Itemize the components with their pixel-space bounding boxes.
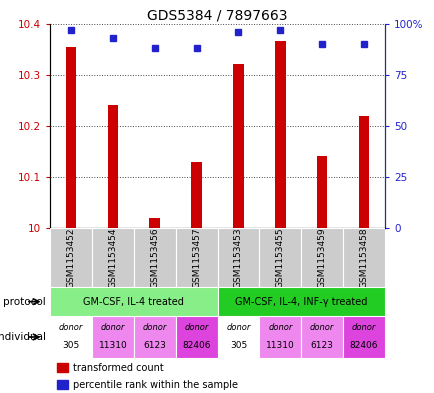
Bar bbox=[134, 228, 175, 287]
Text: 305: 305 bbox=[62, 341, 79, 350]
Bar bbox=[92, 228, 134, 287]
Text: donor: donor bbox=[184, 323, 208, 332]
Text: GSM1153454: GSM1153454 bbox=[108, 227, 117, 288]
Text: GM-CSF, IL-4 treated: GM-CSF, IL-4 treated bbox=[83, 297, 184, 307]
Title: GDS5384 / 7897663: GDS5384 / 7897663 bbox=[147, 8, 287, 22]
Bar bbox=[56, 380, 68, 389]
Bar bbox=[66, 46, 76, 228]
Bar bbox=[107, 105, 118, 228]
Bar bbox=[358, 116, 368, 228]
Text: donor: donor bbox=[226, 323, 250, 332]
Bar bbox=[92, 316, 134, 358]
Bar bbox=[274, 41, 285, 228]
Bar bbox=[342, 316, 384, 358]
Text: donor: donor bbox=[59, 323, 83, 332]
Text: 82406: 82406 bbox=[349, 341, 378, 350]
Text: GM-CSF, IL-4, INF-γ treated: GM-CSF, IL-4, INF-γ treated bbox=[234, 297, 367, 307]
Text: percentile rank within the sample: percentile rank within the sample bbox=[73, 380, 238, 389]
Text: 11310: 11310 bbox=[265, 341, 294, 350]
Bar bbox=[300, 316, 342, 358]
Text: donor: donor bbox=[309, 323, 334, 332]
Text: 6123: 6123 bbox=[310, 341, 333, 350]
Text: 305: 305 bbox=[229, 341, 247, 350]
Bar bbox=[217, 287, 384, 316]
Bar bbox=[50, 287, 217, 316]
Bar bbox=[259, 228, 300, 287]
Text: 11310: 11310 bbox=[98, 341, 127, 350]
Bar bbox=[175, 228, 217, 287]
Text: donor: donor bbox=[100, 323, 125, 332]
Bar bbox=[191, 162, 201, 228]
Bar bbox=[149, 218, 160, 228]
Bar bbox=[259, 316, 300, 358]
Bar bbox=[217, 316, 259, 358]
Text: 82406: 82406 bbox=[182, 341, 210, 350]
Text: GSM1153452: GSM1153452 bbox=[66, 227, 75, 288]
Bar bbox=[342, 228, 384, 287]
Text: GSM1153459: GSM1153459 bbox=[317, 227, 326, 288]
Text: donor: donor bbox=[142, 323, 167, 332]
Text: donor: donor bbox=[267, 323, 292, 332]
Bar bbox=[50, 228, 92, 287]
Bar bbox=[50, 316, 92, 358]
Text: 6123: 6123 bbox=[143, 341, 166, 350]
Bar bbox=[300, 228, 342, 287]
Bar bbox=[316, 156, 327, 228]
Bar bbox=[56, 363, 68, 373]
Text: individual: individual bbox=[0, 332, 46, 342]
Text: transformed count: transformed count bbox=[73, 362, 164, 373]
Bar bbox=[233, 64, 243, 228]
Text: donor: donor bbox=[351, 323, 375, 332]
Text: GSM1153456: GSM1153456 bbox=[150, 227, 159, 288]
Text: GSM1153453: GSM1153453 bbox=[233, 227, 242, 288]
Text: GSM1153458: GSM1153458 bbox=[359, 227, 368, 288]
Bar bbox=[134, 316, 175, 358]
Bar bbox=[217, 228, 259, 287]
Text: GSM1153455: GSM1153455 bbox=[275, 227, 284, 288]
Text: protocol: protocol bbox=[3, 297, 46, 307]
Bar bbox=[175, 316, 217, 358]
Text: GSM1153457: GSM1153457 bbox=[192, 227, 201, 288]
